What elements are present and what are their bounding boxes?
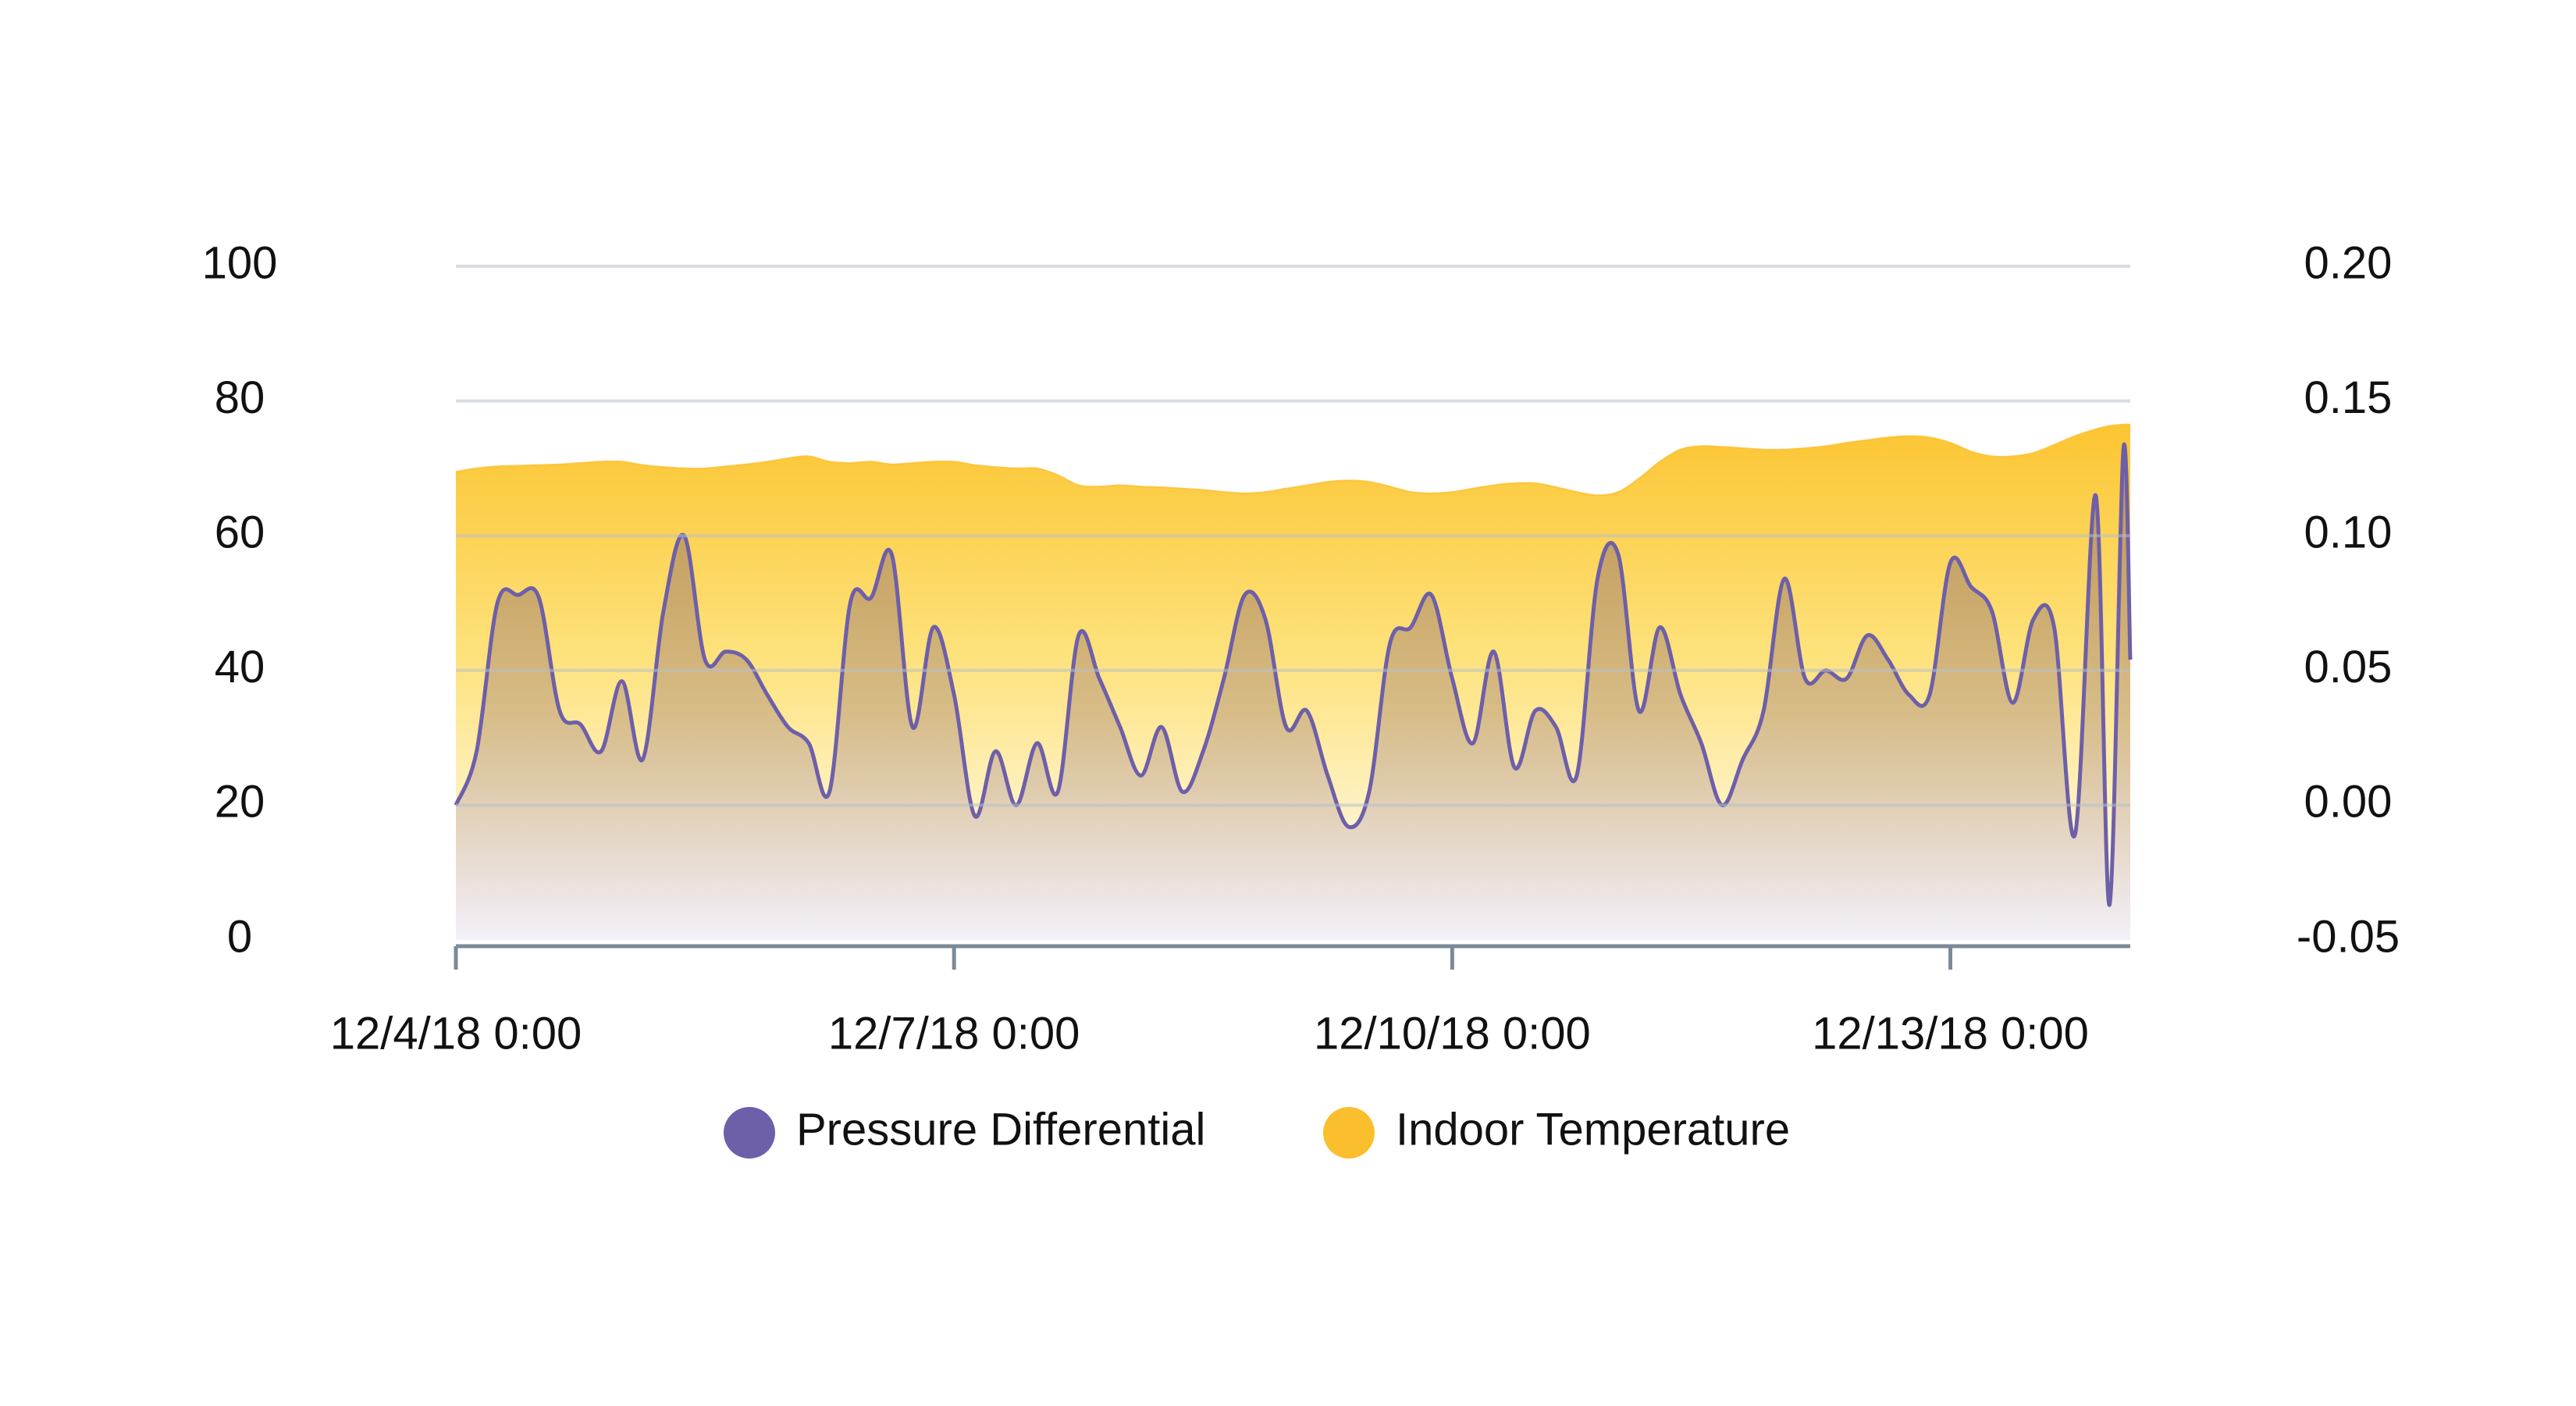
y-tick-label: 80 — [215, 372, 265, 423]
series-area — [456, 444, 2130, 940]
x-tick-label: 12/7/18 0:00 — [828, 1008, 1080, 1059]
y-tick-label: 20 — [215, 777, 265, 828]
legend-swatch — [724, 1107, 775, 1159]
y-tick-label: 100 — [202, 237, 278, 288]
y2-tick-label: 0.05 — [2304, 642, 2393, 692]
x-tick-label: 12/4/18 0:00 — [330, 1008, 582, 1059]
series-line — [454, 442, 2133, 907]
legend-label: Indoor Temperature — [1396, 1104, 1790, 1155]
y2-tick-label: 0.00 — [2304, 777, 2393, 828]
y-tick-label: 0 — [227, 911, 252, 962]
x-tick-label: 12/13/18 0:00 — [1812, 1008, 2089, 1059]
x-tick-label: 12/10/18 0:00 — [1314, 1008, 1591, 1059]
legend-swatch — [1323, 1107, 1375, 1159]
y2-tick-label: 0.10 — [2304, 507, 2393, 558]
y-tick-label: 60 — [215, 507, 265, 558]
series-line — [455, 423, 2131, 497]
y2-tick-label: -0.05 — [2297, 911, 2400, 962]
legend-label: Pressure Differential — [796, 1104, 1205, 1155]
y-tick-label: 40 — [215, 642, 265, 692]
y2-tick-label: 0.15 — [2304, 372, 2393, 423]
y2-tick-label: 0.20 — [2304, 237, 2393, 288]
